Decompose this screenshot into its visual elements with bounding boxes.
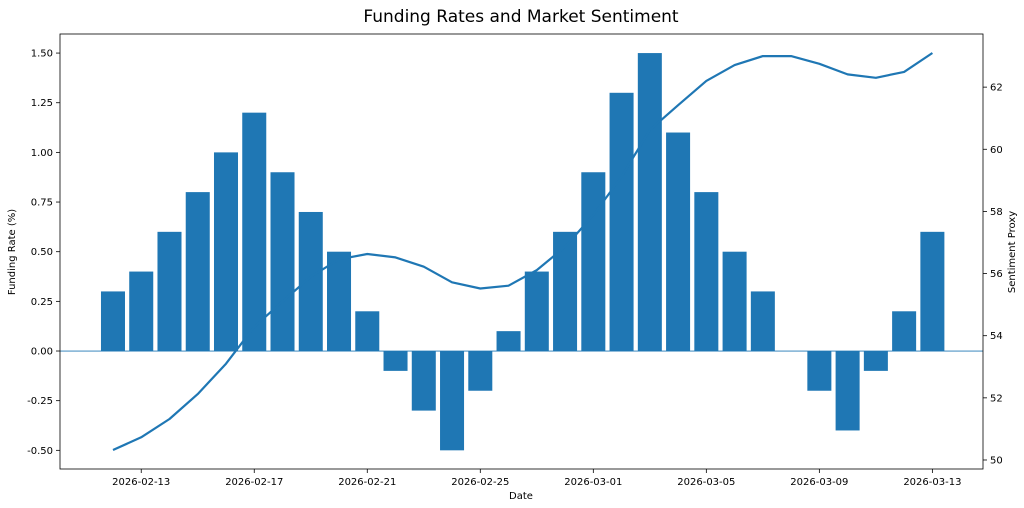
funding-bar xyxy=(892,311,917,352)
y-tick-label: 0.75 xyxy=(31,198,53,209)
funding-bar xyxy=(213,152,239,352)
funding-bar xyxy=(242,112,267,352)
funding-bar xyxy=(129,271,154,352)
x-tick-label: 2026-03-05 xyxy=(677,477,735,488)
x-tick-label: 2026-02-17 xyxy=(225,477,283,488)
x-axis: 2026-02-13 2026-02-17 2026-02-21 2026-02-25… xyxy=(112,469,961,488)
funding-bar xyxy=(722,251,747,352)
y-tick-label: 0.50 xyxy=(31,247,53,258)
y-tick-label: 1.00 xyxy=(31,148,53,159)
y2-tick-label: 54 xyxy=(990,331,1003,342)
y-tick-label: 0.00 xyxy=(31,347,53,358)
funding-bar xyxy=(863,351,888,371)
bars-series xyxy=(100,53,945,451)
funding-bar xyxy=(468,351,493,391)
y2-tick-label: 62 xyxy=(990,83,1003,94)
funding-bar xyxy=(383,351,408,371)
funding-bar xyxy=(553,231,578,352)
funding-bar xyxy=(637,53,662,352)
y-axis-right: 50 52 54 56 58 60 62 xyxy=(983,83,1003,466)
y-axis-label: Funding Rate (%) xyxy=(7,209,18,295)
funding-bar xyxy=(100,291,125,352)
funding-bar xyxy=(750,291,775,352)
x-tick-label: 2026-03-09 xyxy=(790,477,848,488)
funding-bar xyxy=(411,351,436,411)
y-tick-label: 0.25 xyxy=(31,297,53,308)
x-tick-label: 2026-03-01 xyxy=(564,477,622,488)
x-tick-label: 2026-02-25 xyxy=(451,477,509,488)
x-tick-label: 2026-03-13 xyxy=(903,477,961,488)
y-axis-left: -0.50 -0.25 0.00 0.25 0.50 0.75 1.00 1.25 1.50 xyxy=(27,49,60,457)
y-tick-label: 1.25 xyxy=(31,98,53,109)
x-tick-label: 2026-02-13 xyxy=(112,477,170,488)
funding-bar xyxy=(496,331,521,352)
funding-bar xyxy=(185,192,210,352)
funding-bar xyxy=(920,231,945,352)
sentiment-line xyxy=(112,52,934,452)
y-tick-label: -0.25 xyxy=(27,396,53,407)
y2-tick-label: 60 xyxy=(990,145,1003,156)
y2-tick-label: 58 xyxy=(990,207,1003,218)
funding-bar xyxy=(609,92,634,352)
y2-axis-label: Sentiment Proxy xyxy=(1007,211,1018,293)
funding-bar xyxy=(327,251,352,352)
y2-tick-label: 52 xyxy=(990,393,1003,404)
funding-bar xyxy=(524,271,549,352)
x-tick-label: 2026-02-21 xyxy=(338,477,396,488)
funding-bar xyxy=(157,231,182,352)
funding-bar xyxy=(270,172,295,352)
y2-tick-label: 50 xyxy=(990,455,1003,466)
y-tick-label: 1.50 xyxy=(31,49,53,60)
funding-bar xyxy=(666,132,691,352)
chart-title: Funding Rates and Market Sentiment xyxy=(363,7,679,27)
funding-bar xyxy=(807,351,832,391)
funding-bar xyxy=(835,351,860,431)
funding-bar xyxy=(694,192,719,352)
funding-bar xyxy=(581,172,606,352)
y2-tick-label: 56 xyxy=(990,269,1003,280)
funding-bar xyxy=(440,351,465,451)
y-tick-label: -0.50 xyxy=(27,446,53,457)
funding-bar xyxy=(355,311,380,352)
x-axis-label: Date xyxy=(509,491,533,502)
funding-bar xyxy=(298,211,323,352)
